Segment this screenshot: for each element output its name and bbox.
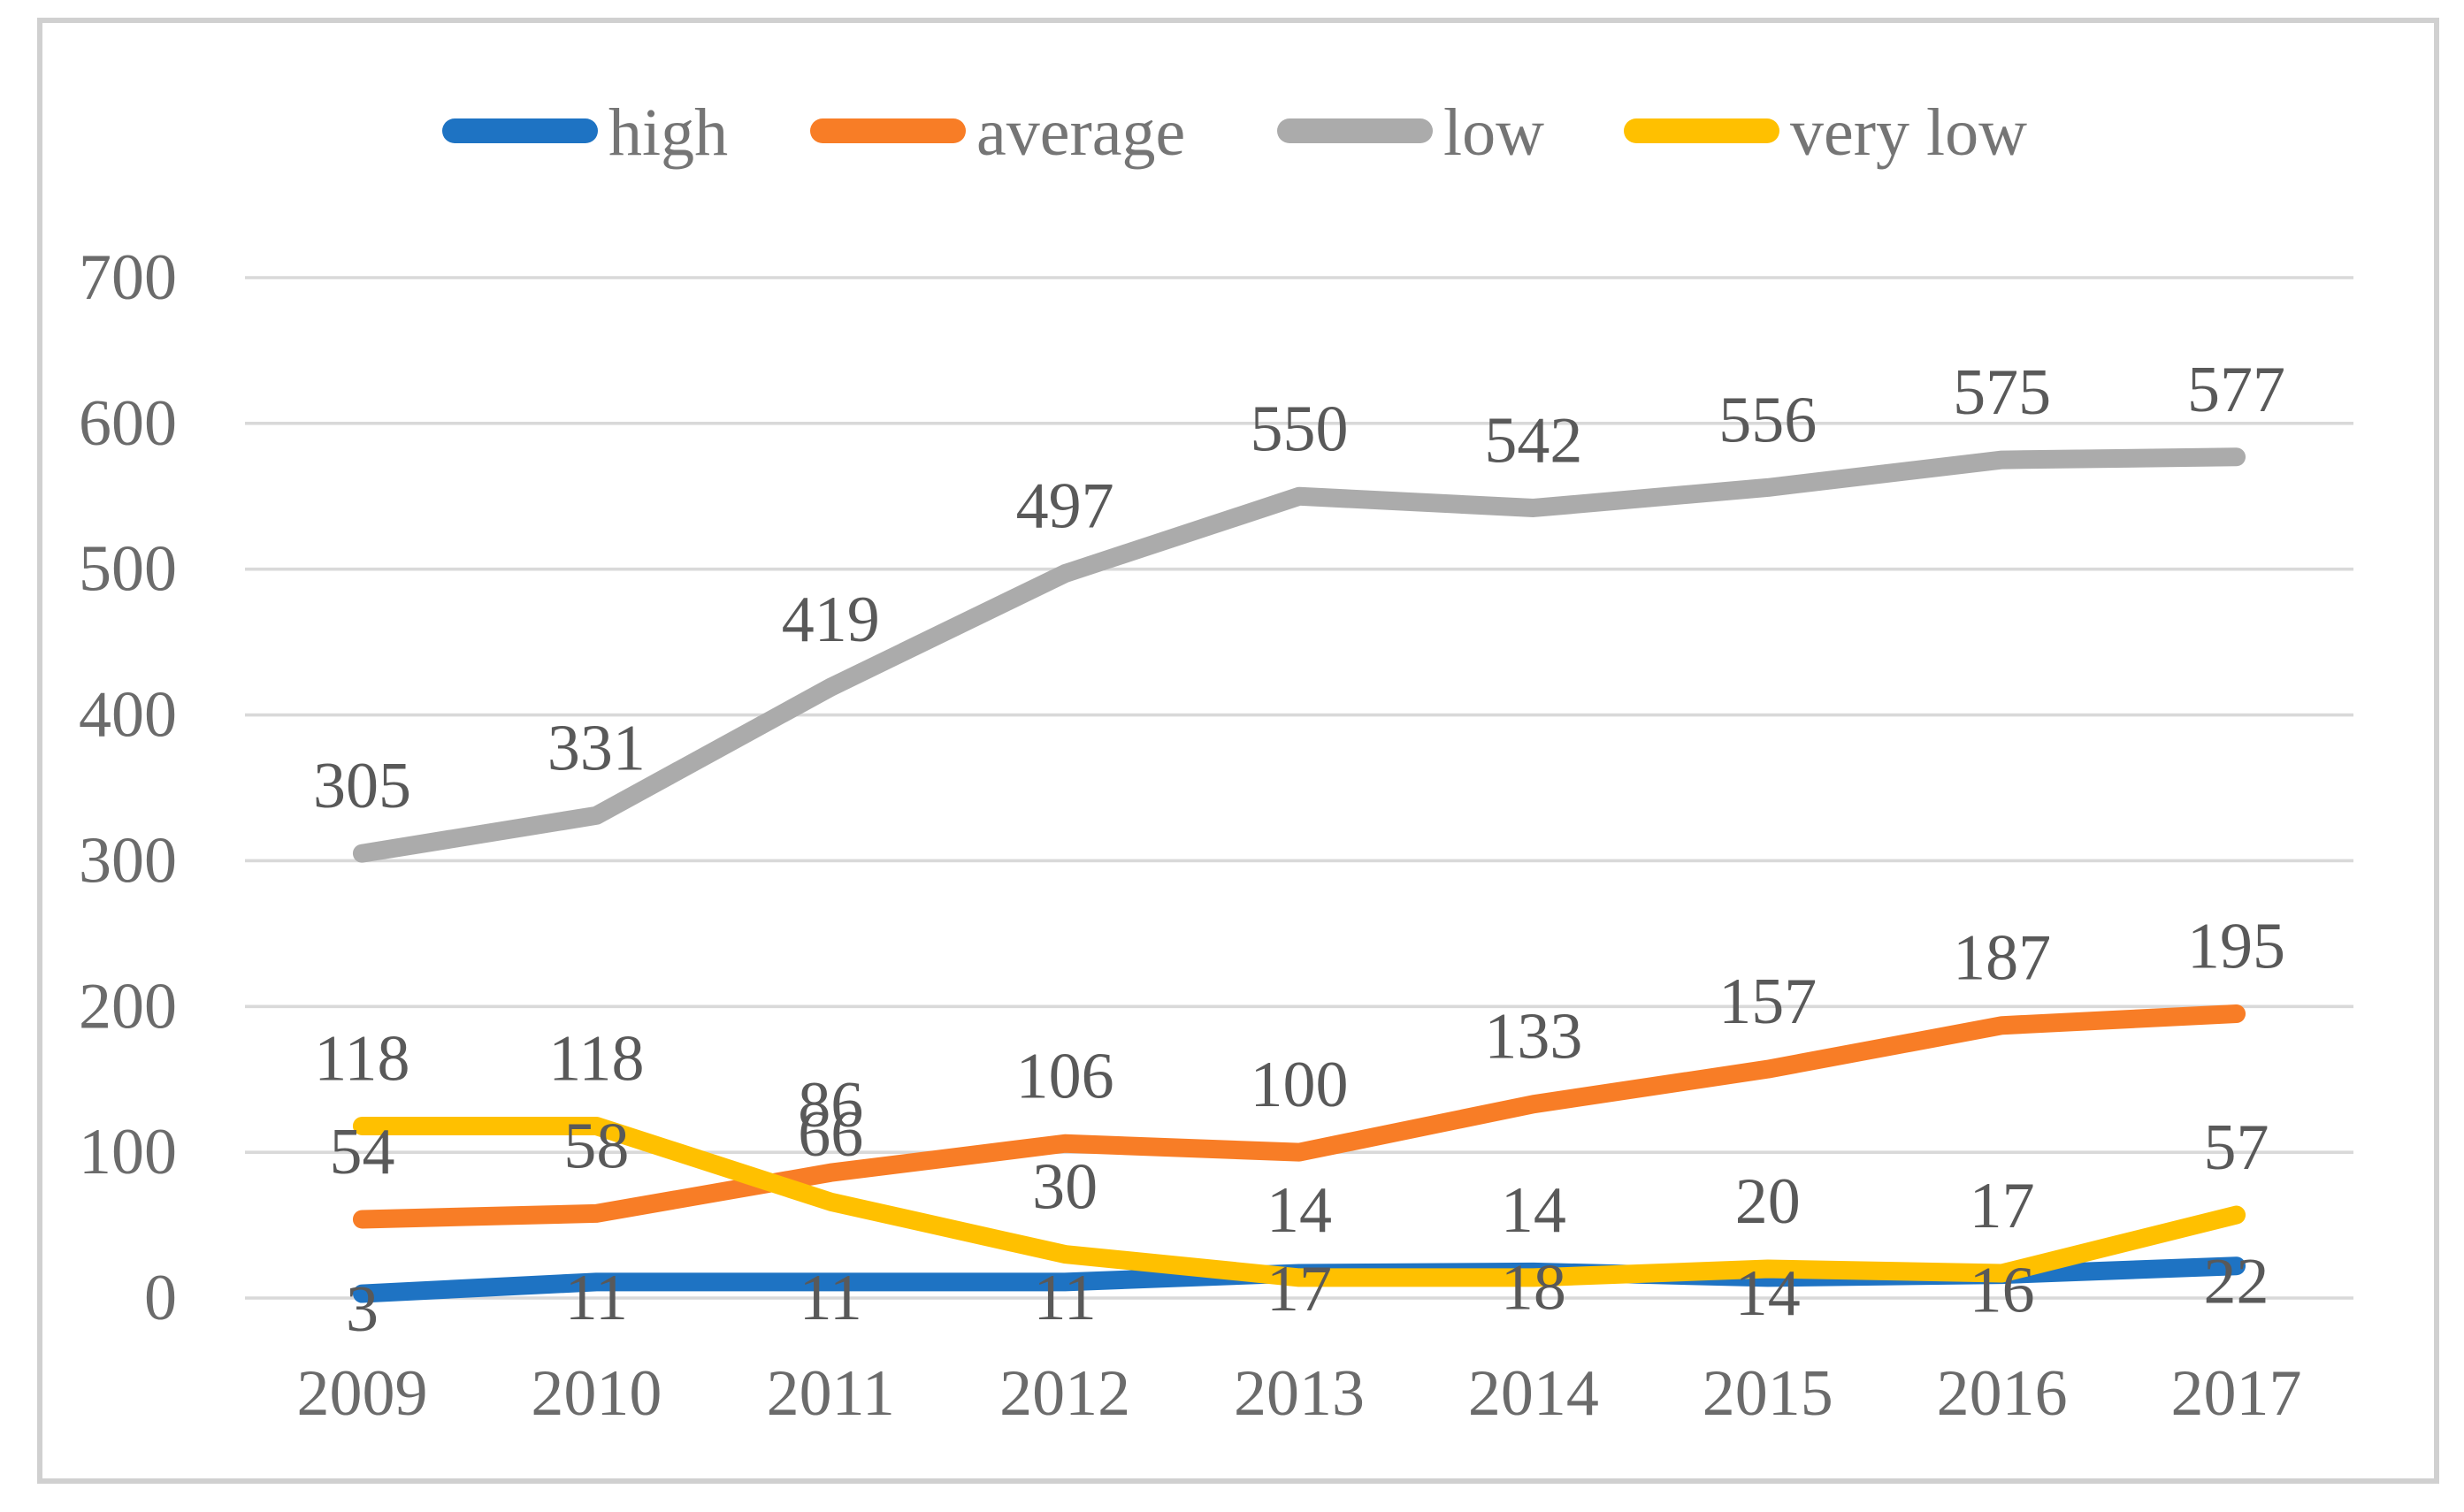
data-label-low: 550 (1251, 393, 1349, 465)
x-tick-label: 2009 (296, 1357, 427, 1430)
data-label-average: 86 (798, 1069, 863, 1142)
legend-swatch-high (442, 118, 598, 143)
data-label-high: 11 (1033, 1262, 1096, 1334)
data-label-very-low: 118 (314, 1022, 409, 1095)
y-tick-label: 600 (79, 387, 177, 460)
data-label-low: 542 (1484, 404, 1582, 477)
x-tick-label: 2011 (767, 1357, 895, 1430)
legend-label-high: high (608, 95, 728, 170)
data-label-low: 497 (1016, 470, 1114, 543)
data-label-low: 419 (782, 584, 880, 656)
legend-label-low: low (1443, 95, 1544, 170)
legend-label-very-low: very low (1790, 95, 2027, 170)
data-label-low: 575 (1953, 356, 2051, 429)
data-label-average: 58 (563, 1110, 629, 1182)
data-label-high: 11 (800, 1262, 862, 1334)
data-label-very-low: 57 (2204, 1111, 2269, 1184)
data-label-very-low: 118 (548, 1022, 644, 1095)
data-label-very-low: 20 (1735, 1165, 1801, 1238)
legend-label-average: average (976, 95, 1185, 170)
data-label-very-low: 66 (798, 1098, 863, 1171)
x-tick-label: 2015 (1703, 1357, 1833, 1430)
data-label-average: 195 (2187, 911, 2285, 983)
data-label-very-low: 14 (1266, 1174, 1332, 1247)
data-label-average: 187 (1953, 922, 2051, 995)
series-line-low (352, 447, 2246, 863)
y-tick-label: 500 (79, 533, 177, 606)
legend-swatch-average (810, 118, 966, 143)
data-label-high: 17 (1266, 1253, 1332, 1325)
data-label-high: 3 (346, 1273, 379, 1346)
data-label-average: 54 (329, 1116, 394, 1188)
x-tick-label: 2013 (1234, 1357, 1365, 1430)
data-label-high: 11 (565, 1262, 628, 1334)
series-line-average (352, 1004, 2246, 1229)
data-label-average: 106 (1016, 1040, 1114, 1112)
x-tick-label: 2017 (2171, 1357, 2302, 1430)
legend: high average low very low (442, 95, 2027, 170)
x-tick-label: 2016 (1937, 1357, 2068, 1430)
data-label-very-low: 17 (1970, 1170, 2035, 1242)
x-tick-label: 2010 (531, 1357, 662, 1430)
data-label-very-low: 30 (1032, 1151, 1098, 1224)
data-label-high: 18 (1501, 1251, 1566, 1324)
x-tick-label: 2014 (1468, 1357, 1599, 1430)
y-tick-label: 100 (79, 1116, 177, 1188)
x-axis-labels: 2009 2010 2011 2012 2013 2014 2015 2016 2017 (296, 1357, 2301, 1430)
data-label-low: 556 (1718, 384, 1817, 456)
y-tick-label: 200 (79, 970, 177, 1042)
data-label-very-low: 14 (1501, 1174, 1566, 1247)
y-tick-label: 300 (79, 824, 177, 897)
legend-swatch-low (1277, 118, 1433, 143)
y-tick-label: 700 (79, 241, 177, 314)
figure-border (37, 18, 2439, 1484)
x-tick-label: 2012 (999, 1357, 1130, 1430)
data-label-average: 133 (1484, 1001, 1582, 1073)
data-label-high: 16 (1970, 1255, 2035, 1327)
legend-swatch-very-low (1624, 118, 1779, 143)
y-tick-label: 400 (79, 679, 177, 752)
data-label-average: 100 (1251, 1049, 1349, 1121)
y-tick-label: 0 (144, 1262, 177, 1334)
y-axis-labels: 0 100 200 300 400 500 600 700 (79, 241, 177, 1334)
data-label-average: 157 (1718, 966, 1817, 1038)
series-lines (352, 447, 2246, 1303)
data-label-high: 22 (2204, 1246, 2269, 1318)
data-label-low: 577 (2187, 354, 2285, 426)
data-label-high: 14 (1735, 1257, 1801, 1330)
series-line-very-low (352, 1116, 2246, 1287)
data-label-low: 331 (547, 712, 646, 784)
gridlines (245, 276, 2353, 1300)
data-label-low: 305 (313, 750, 411, 822)
